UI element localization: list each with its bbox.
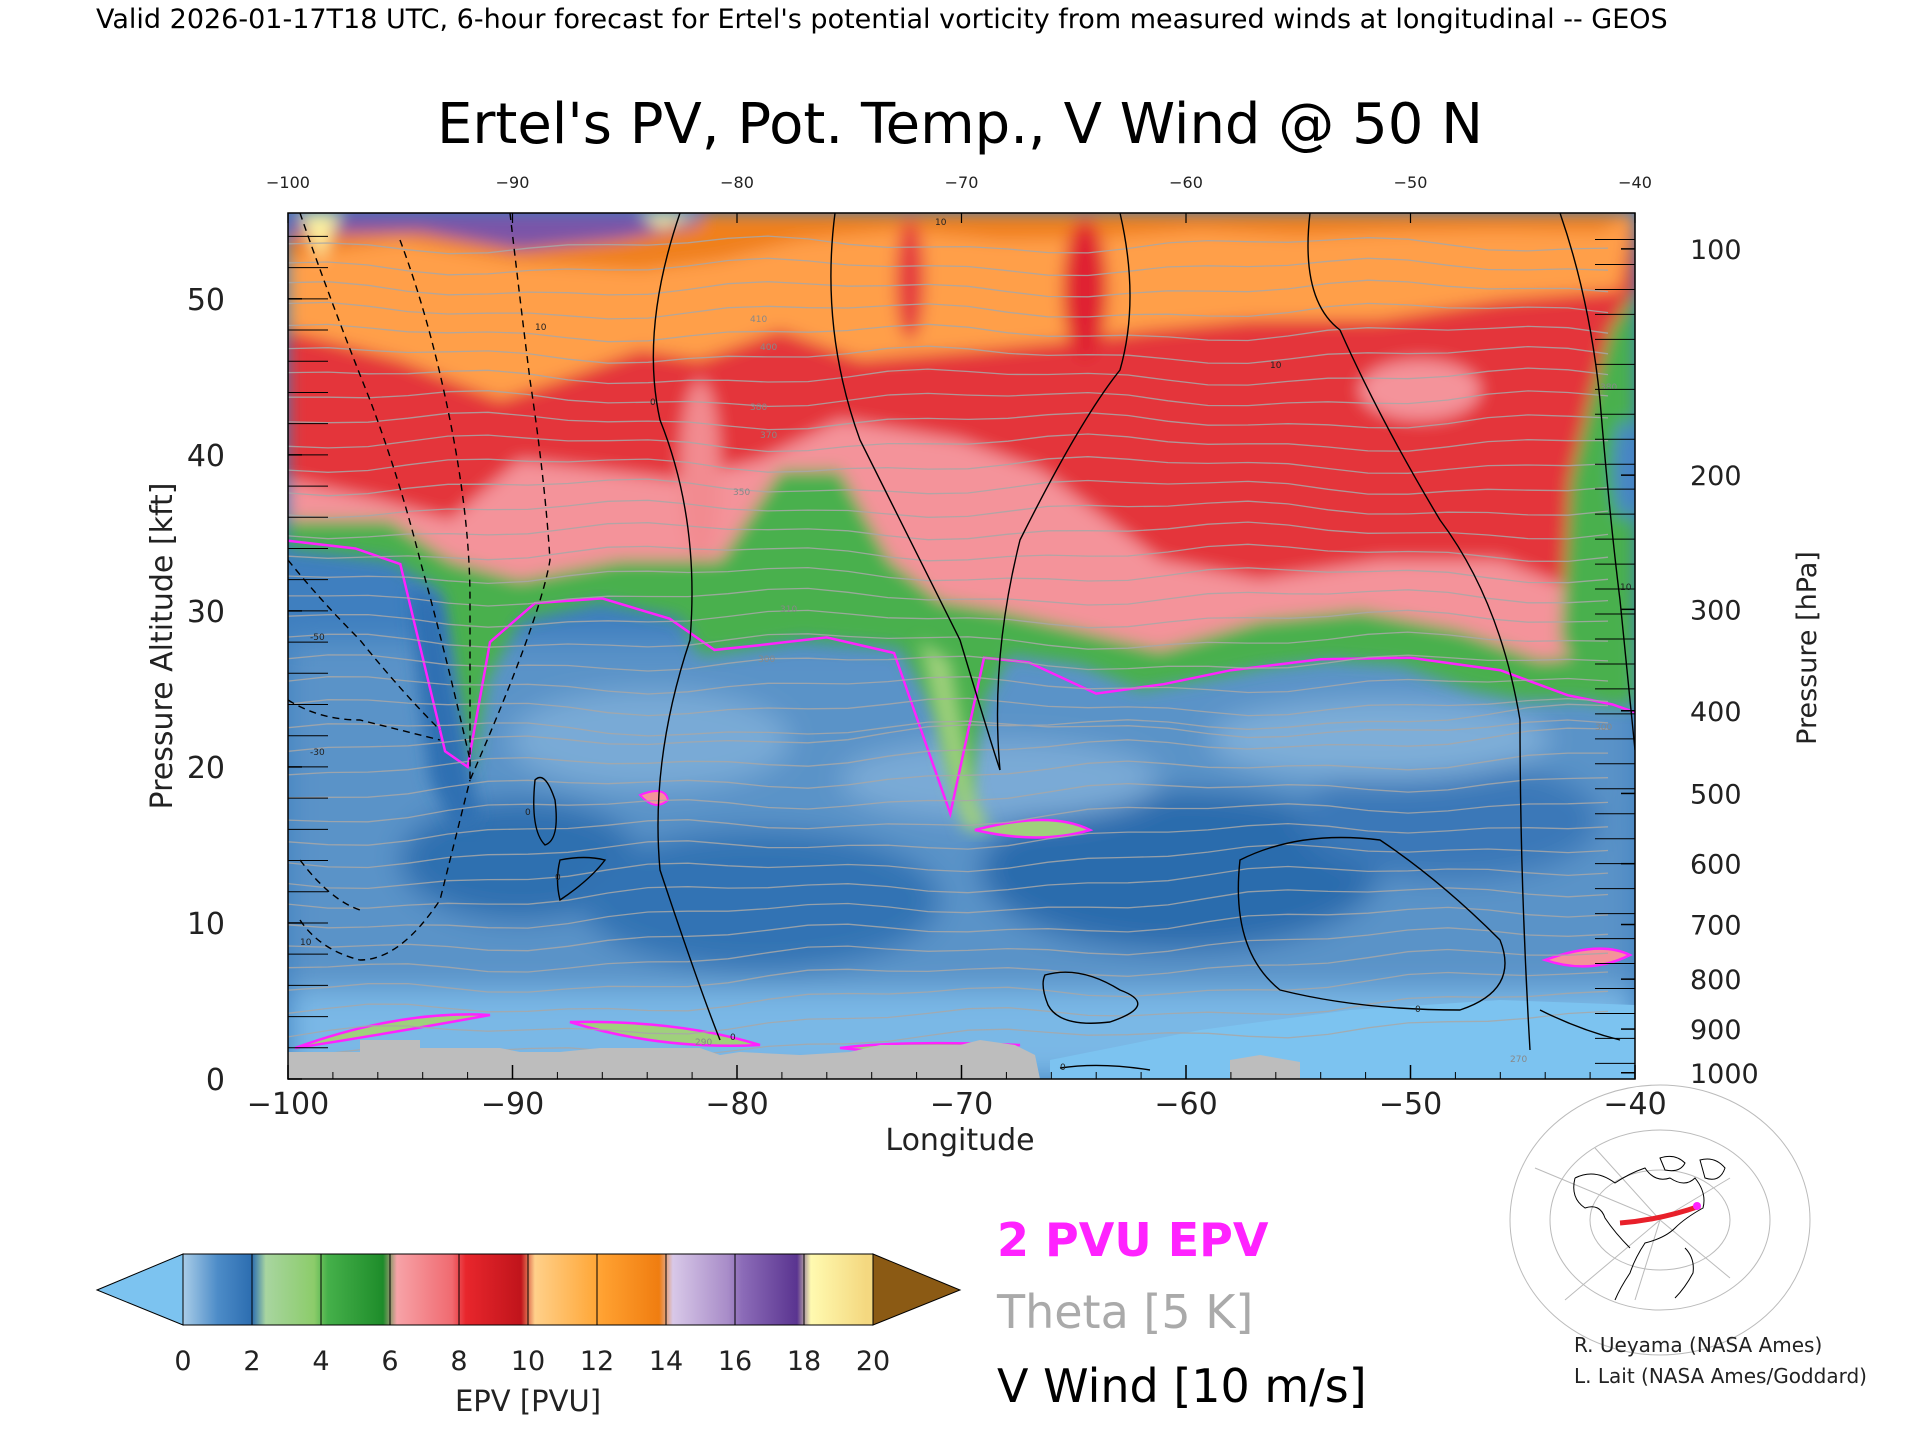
x-tick-label-top: −60 (1169, 173, 1203, 192)
y-tick-label-left: 20 (187, 751, 225, 786)
x-tick-label-top: −80 (720, 173, 754, 192)
locator-map (1509, 1084, 1811, 1356)
x-tick-label-top: −100 (266, 173, 310, 192)
svg-text:350: 350 (733, 488, 750, 498)
svg-text:410: 410 (750, 315, 767, 325)
svg-text:270: 270 (1510, 1055, 1527, 1065)
colorbar-label: EPV [PVU] (455, 1384, 601, 1418)
y-tick-label-left: 40 (187, 439, 225, 474)
x-tick-label-top: −90 (496, 173, 530, 192)
colorbar-tick-label: 16 (718, 1346, 752, 1377)
svg-text:370: 370 (760, 431, 777, 441)
legend-epv: 2 PVU EPV (997, 1213, 1269, 1267)
colorbar-tick-label: 8 (450, 1346, 467, 1377)
colorbar-tick-label: 4 (312, 1346, 329, 1377)
svg-text:0: 0 (730, 1033, 736, 1043)
x-tick-label-bottom: −80 (705, 1087, 768, 1122)
svg-text:300: 300 (758, 655, 775, 665)
y-axis-left-label: Pressure Altitude [kft] (145, 483, 180, 810)
pressure-tick-label: 1000 (1690, 1059, 1759, 1090)
svg-text:400: 400 (760, 343, 777, 353)
svg-text:300: 300 (1595, 723, 1612, 733)
y-tick-label-left: 0 (206, 1063, 225, 1098)
colorbar-over-arrow (872, 1253, 962, 1326)
colorbar-under-arrow (95, 1253, 184, 1326)
colorbar-tick-label: 14 (649, 1346, 683, 1377)
v-wind-negative-contours (288, 213, 551, 961)
credit-line-1: R. Ueyama (NASA Ames) (1574, 1333, 1822, 1357)
x-tick-label-bottom: −50 (1379, 1087, 1442, 1122)
valid-time-line: Valid 2026-01-17T18 UTC, 6-hour forecast… (96, 4, 1668, 35)
svg-text:380: 380 (1600, 383, 1617, 393)
x-tick-label-bottom: −70 (930, 1087, 993, 1122)
x-tick-label-top: −40 (1618, 173, 1652, 192)
y-tick-label-left: 30 (187, 595, 225, 630)
pressure-tick-label: 500 (1690, 779, 1742, 810)
axes: −100 −100 −90 −90 −80 −80 −70 −70 −60 −60 −50 −50 −4… (187, 173, 1759, 1122)
theta-contours (288, 235, 1609, 1062)
svg-text:10: 10 (300, 938, 312, 948)
y-axis-right-label: Pressure [hPa] (1792, 551, 1823, 745)
terrain (288, 1040, 1040, 1079)
svg-text:-30: -30 (310, 748, 325, 758)
legend-vwind: V Wind [10 m/s] (997, 1359, 1367, 1413)
x-tick-label-bottom: −100 (247, 1087, 329, 1122)
colorbar-tick-label: 12 (580, 1346, 614, 1377)
credit-line-2: L. Lait (NASA Ames/Goddard) (1574, 1364, 1867, 1388)
pressure-tick-label: 900 (1690, 1015, 1742, 1046)
x-tick-label-bottom: −90 (481, 1087, 544, 1122)
svg-text:380: 380 (750, 403, 767, 413)
pressure-tick-label: 300 (1690, 595, 1742, 626)
pressure-tick-label: 700 (1690, 911, 1742, 942)
pressure-tick-label: 200 (1690, 461, 1742, 492)
x-tick-label-top: −70 (945, 173, 979, 192)
svg-text:10: 10 (535, 323, 547, 333)
colorbar-tick-label: 0 (174, 1346, 191, 1377)
svg-text:290: 290 (695, 1038, 712, 1048)
chart-title: Ertel's PV, Pot. Temp., V Wind @ 50 N (437, 92, 1483, 157)
colorbar-tick-label: 18 (787, 1346, 821, 1377)
svg-text:10: 10 (1270, 361, 1282, 371)
svg-text:0: 0 (1060, 1063, 1066, 1073)
v-wind-contours (533, 213, 1635, 1071)
x-tick-label-bottom: −40 (1603, 1087, 1666, 1122)
y-tick-label-left: 10 (187, 907, 225, 942)
svg-text:10: 10 (1620, 583, 1632, 593)
colorbar: 0 2 4 6 8 10 12 14 16 18 20 EPV [PVU] (95, 1253, 962, 1418)
pressure-tick-label: 100 (1690, 235, 1742, 266)
svg-text:10: 10 (935, 218, 947, 228)
x-axis-label: Longitude (885, 1123, 1034, 1158)
y-tick-label-left: 50 (187, 283, 225, 318)
epv-heatmap: 10 10 10 10 -50 -30 10 0 0 0 0 0 0 410 4… (288, 213, 1635, 1079)
colorbar-tick-label: 20 (856, 1346, 890, 1377)
svg-text:0: 0 (1415, 1005, 1421, 1015)
epv-2pvu-line (288, 539, 1635, 819)
x-tick-label-bottom: −60 (1154, 1087, 1217, 1122)
svg-text:0: 0 (650, 398, 656, 408)
svg-text:-50: -50 (310, 633, 325, 643)
colorbar-tick-label: 10 (511, 1346, 545, 1377)
svg-text:0: 0 (525, 808, 531, 818)
svg-text:310: 310 (780, 605, 797, 615)
pressure-tick-label: 800 (1690, 965, 1742, 996)
svg-text:0: 0 (555, 873, 561, 883)
legend-theta: Theta [5 K] (996, 1285, 1253, 1339)
pressure-tick-label: 600 (1690, 850, 1742, 881)
colorbar-tick-label: 2 (243, 1346, 260, 1377)
pressure-tick-label: 400 (1690, 697, 1742, 728)
colorbar-tick-label: 6 (381, 1346, 398, 1377)
x-tick-label-top: −50 (1394, 173, 1428, 192)
